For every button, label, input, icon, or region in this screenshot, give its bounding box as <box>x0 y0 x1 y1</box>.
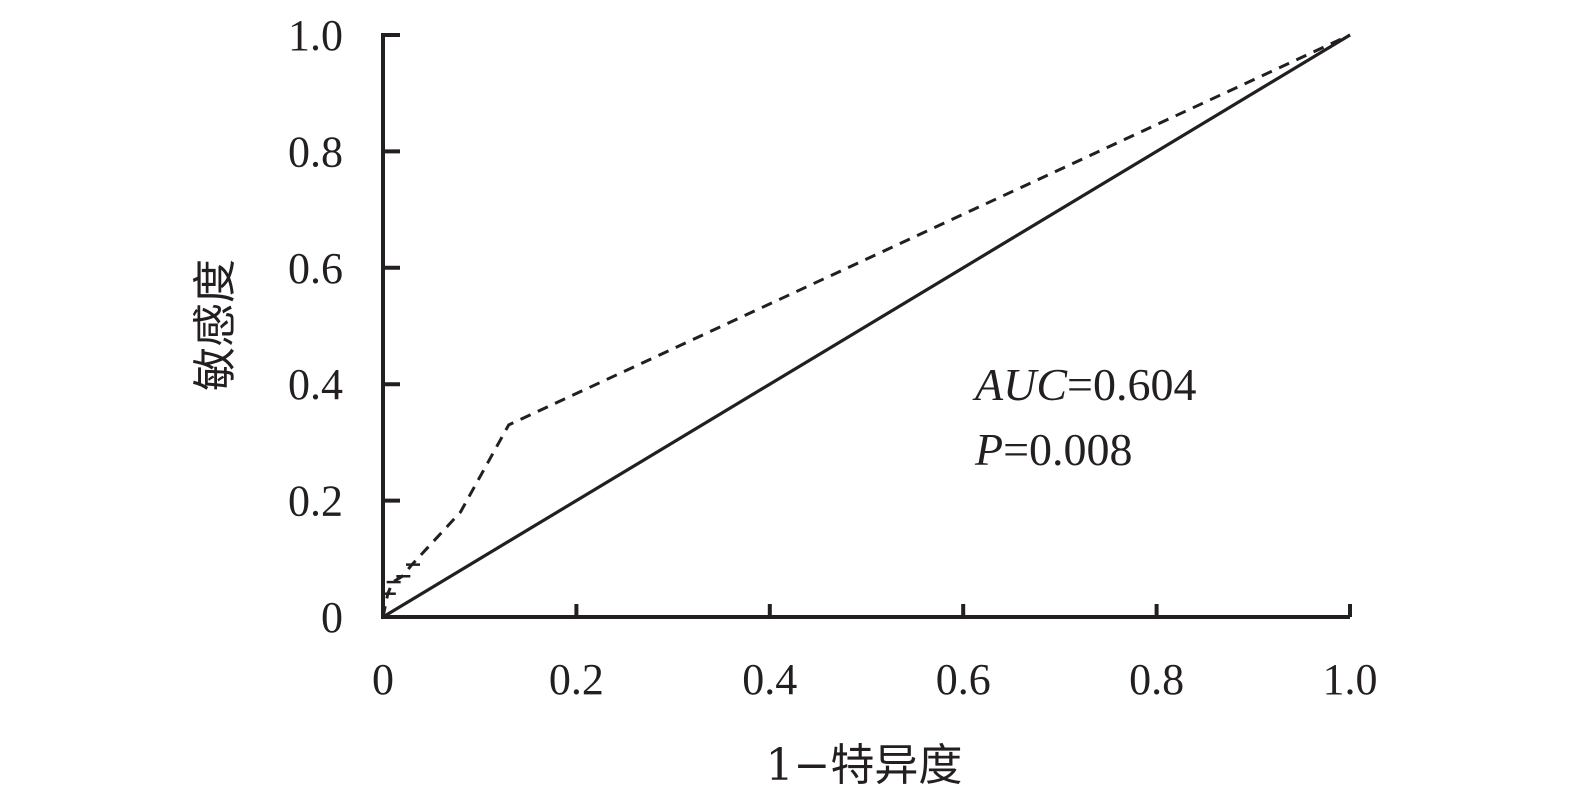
y-tick-label: 0.8 <box>288 127 343 176</box>
plot-area <box>381 33 1351 619</box>
x-tick-label: 0 <box>372 655 394 704</box>
x-tick-label: 0.2 <box>549 655 604 704</box>
roc-curve-line <box>381 33 1351 618</box>
x-tick-label: 1.0 <box>1323 655 1378 704</box>
y-axis-title: 敏感度 <box>190 259 241 391</box>
axes: 0 0.2 0.4 0.6 0.8 1.0 0 0.2 0.4 0.6 0.8 1.0 <box>288 11 1378 704</box>
auc-annotation: AUC=0.604 <box>972 359 1196 410</box>
x-tick-label: 0.4 <box>742 655 797 704</box>
x-tick-label: 0.6 <box>936 655 991 704</box>
y-tick-label: 0.6 <box>288 244 343 293</box>
y-tick-label: 0.4 <box>288 360 343 409</box>
y-tick-label: 0 <box>321 593 343 642</box>
y-tick-label: 0.2 <box>288 477 343 526</box>
auc-value: =0.604 <box>1067 359 1196 410</box>
p-annotation: P=0.008 <box>974 424 1133 475</box>
y-tick-label: 1.0 <box>288 11 343 60</box>
reference-diagonal-line <box>382 33 1351 619</box>
p-label: P <box>974 424 1003 475</box>
x-axis-title: 1−特异度 <box>766 740 963 791</box>
p-value: =0.008 <box>1003 424 1132 475</box>
x-tick-label: 0.8 <box>1129 655 1184 704</box>
auc-label: AUC <box>972 359 1068 410</box>
